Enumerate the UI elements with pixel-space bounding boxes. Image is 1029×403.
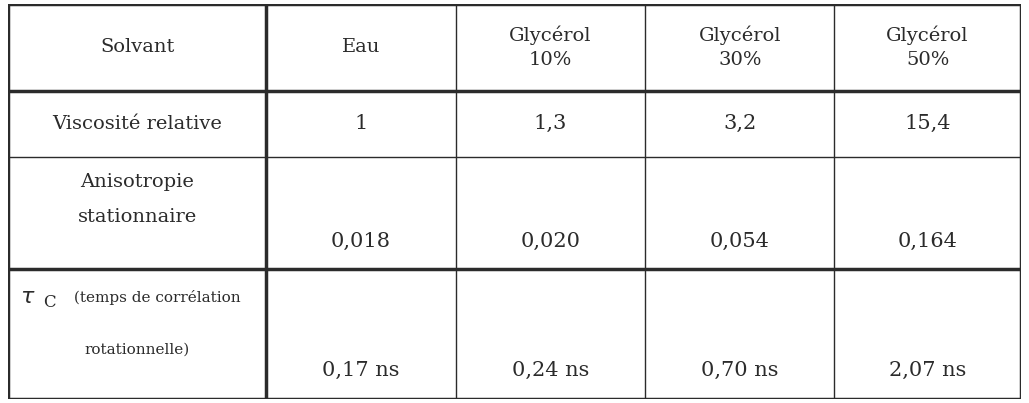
Text: Glycérol
50%: Glycérol 50% — [886, 26, 969, 69]
Text: 1,3: 1,3 — [534, 114, 567, 133]
Text: 0,164: 0,164 — [897, 232, 958, 251]
Text: Anisotropie
stationnaire: Anisotropie stationnaire — [78, 173, 197, 226]
Text: Glycérol
30%: Glycérol 30% — [699, 26, 781, 69]
Text: 0,70 ns: 0,70 ns — [701, 361, 779, 380]
Text: Glycérol
10%: Glycérol 10% — [509, 26, 592, 69]
Text: 0,24 ns: 0,24 ns — [511, 361, 590, 380]
Text: (temps de corrélation: (temps de corrélation — [69, 290, 241, 305]
Text: C: C — [42, 293, 56, 311]
Text: 1: 1 — [354, 114, 367, 133]
Text: 0,17 ns: 0,17 ns — [322, 361, 400, 380]
Text: 3,2: 3,2 — [723, 114, 756, 133]
Text: 2,07 ns: 2,07 ns — [889, 361, 966, 380]
Text: 15,4: 15,4 — [904, 114, 951, 133]
Text: Viscosité relative: Viscosité relative — [52, 114, 222, 133]
Text: Solvant: Solvant — [100, 38, 175, 56]
Text: 0,018: 0,018 — [331, 232, 391, 251]
Text: rotationnelle): rotationnelle) — [84, 343, 190, 357]
Text: 0,054: 0,054 — [710, 232, 770, 251]
Text: Eau: Eau — [342, 38, 381, 56]
Text: 0,020: 0,020 — [521, 232, 580, 251]
Text: $\tau$: $\tau$ — [21, 287, 36, 308]
